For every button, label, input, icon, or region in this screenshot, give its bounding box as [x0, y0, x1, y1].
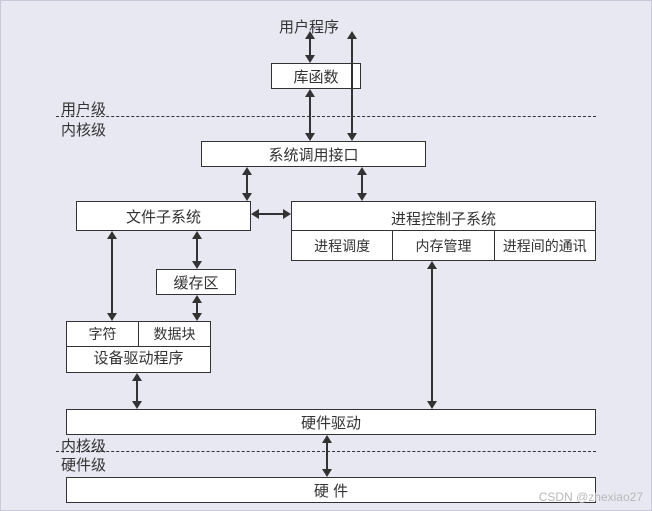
diagram-canvas: 用户程序 用户级 内核级 内核级 硬件级 库函数 系统调用接口 文件子系统 进程… — [0, 0, 652, 511]
buffer-box: 缓存区 — [156, 269, 236, 295]
syscall-text: 系统调用接口 — [268, 144, 358, 165]
device-driver-box: 字符 数据块 设备驱动程序 — [66, 321, 211, 373]
buffer-text: 缓存区 — [173, 272, 218, 293]
kernel-level-bot-label: 内核级 — [61, 435, 106, 456]
char-text: 字符 — [89, 324, 117, 344]
hw-driver-box: 硬件驱动 — [66, 409, 596, 435]
ipc-cell: 进程间的通讯 — [495, 230, 595, 260]
lib-func-box: 库函数 — [271, 63, 361, 89]
lib-func-text: 库函数 — [293, 66, 338, 87]
process-control-box: 进程控制子系统 进程调度 内存管理 进程间的通讯 — [291, 201, 596, 261]
hw-driver-text: 硬件驱动 — [301, 412, 361, 433]
proc-sched-text: 进程调度 — [314, 236, 370, 256]
block-text: 数据块 — [154, 324, 196, 344]
watermark: CSDN @zhexiao27 — [539, 490, 643, 504]
hw-level-label: 硬件级 — [61, 454, 106, 475]
block-cell: 数据块 — [139, 322, 210, 347]
file-subsystem-box: 文件子系统 — [76, 201, 251, 231]
hardware-text: 硬 件 — [314, 480, 348, 501]
process-control-text: 进程控制子系统 — [391, 208, 496, 229]
mem-mgmt-cell: 内存管理 — [393, 230, 494, 260]
hardware-box: 硬 件 — [66, 477, 596, 503]
device-driver-text: 设备驱动程序 — [93, 347, 183, 368]
char-cell: 字符 — [67, 322, 139, 347]
proc-sched-cell: 进程调度 — [292, 230, 393, 260]
syscall-box: 系统调用接口 — [201, 141, 426, 167]
file-subsystem-text: 文件子系统 — [126, 206, 201, 227]
kernel-level-top-label: 内核级 — [61, 119, 106, 140]
mem-mgmt-text: 内存管理 — [415, 236, 471, 256]
ipc-text: 进程间的通讯 — [503, 236, 587, 256]
dashed-line — [56, 116, 596, 117]
